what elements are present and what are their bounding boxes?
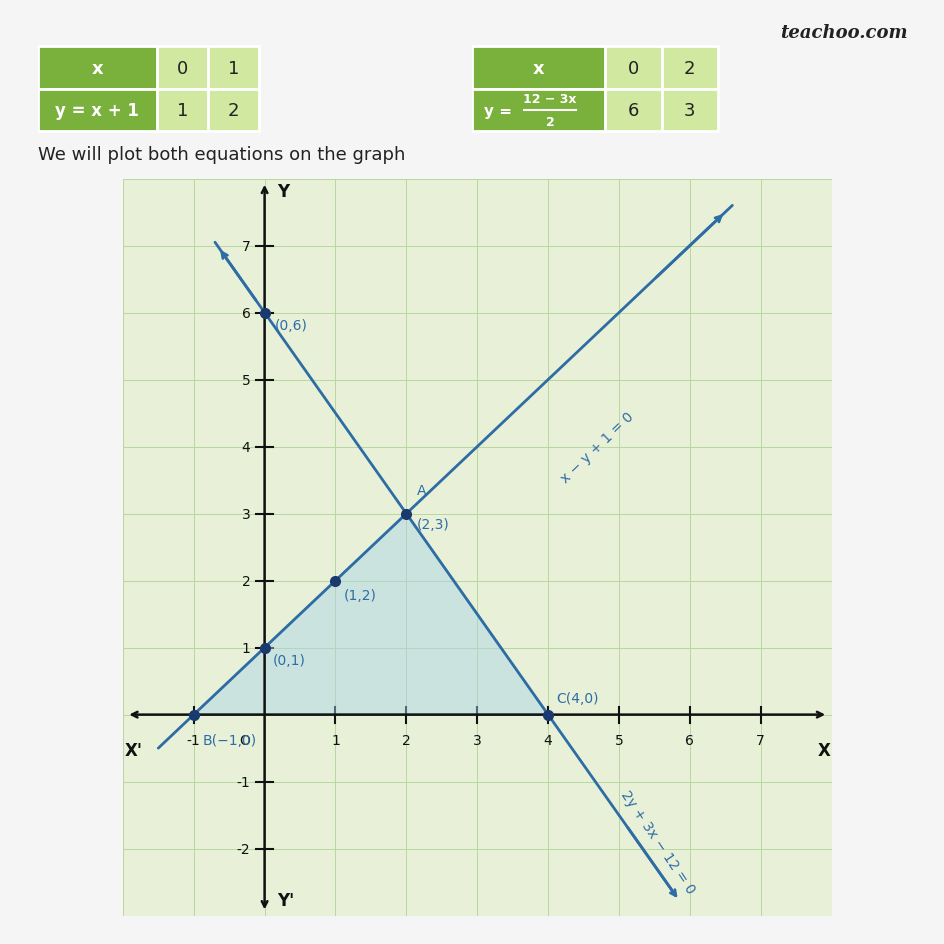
Text: x: x bbox=[92, 59, 103, 77]
Text: 6: 6 bbox=[627, 102, 638, 120]
Text: x: x bbox=[532, 59, 544, 77]
Text: 7: 7 bbox=[242, 240, 250, 253]
Text: 1: 1 bbox=[177, 102, 188, 120]
Text: 5: 5 bbox=[242, 373, 250, 387]
Text: 3: 3 bbox=[242, 507, 250, 521]
Bar bbox=[604, 47, 661, 90]
Bar bbox=[661, 47, 717, 90]
Bar bbox=[472, 90, 604, 132]
Text: 4: 4 bbox=[543, 733, 552, 748]
Text: 1: 1 bbox=[242, 641, 250, 655]
Polygon shape bbox=[194, 514, 548, 715]
Text: 2: 2 bbox=[242, 574, 250, 588]
Text: 2: 2 bbox=[401, 733, 411, 748]
Text: teachoo.com: teachoo.com bbox=[779, 24, 906, 42]
Text: y =: y = bbox=[483, 104, 512, 118]
Bar bbox=[157, 90, 208, 132]
Text: (0,1): (0,1) bbox=[273, 653, 306, 667]
Text: 1: 1 bbox=[228, 59, 239, 77]
Bar bbox=[661, 90, 717, 132]
Text: 0: 0 bbox=[627, 59, 638, 77]
Text: Y': Y' bbox=[278, 891, 295, 909]
Text: 5: 5 bbox=[614, 733, 623, 748]
Text: (2,3): (2,3) bbox=[416, 517, 449, 531]
Text: 2: 2 bbox=[545, 115, 554, 128]
Text: 7: 7 bbox=[755, 733, 765, 748]
Bar bbox=[472, 47, 604, 90]
Text: -1: -1 bbox=[236, 775, 250, 789]
Text: (0,6): (0,6) bbox=[275, 318, 308, 332]
Text: We will plot both equations on the graph: We will plot both equations on the graph bbox=[38, 146, 405, 164]
Text: 3: 3 bbox=[472, 733, 481, 748]
Text: X: X bbox=[818, 742, 830, 760]
Text: X': X' bbox=[125, 742, 143, 760]
Text: 6: 6 bbox=[242, 306, 250, 320]
Text: 2y + 3x − 12 = 0: 2y + 3x − 12 = 0 bbox=[617, 788, 697, 896]
Text: O: O bbox=[239, 733, 250, 748]
Bar bbox=[38, 90, 157, 132]
Text: 1: 1 bbox=[330, 733, 340, 748]
Text: x − y + 1 = 0: x − y + 1 = 0 bbox=[558, 409, 636, 485]
Text: 12 − 3x: 12 − 3x bbox=[523, 93, 576, 107]
Text: (1,2): (1,2) bbox=[344, 589, 377, 602]
Text: B(−1,0): B(−1,0) bbox=[202, 733, 256, 748]
Bar bbox=[157, 47, 208, 90]
Text: 0: 0 bbox=[177, 59, 188, 77]
Bar bbox=[208, 90, 259, 132]
Text: 2: 2 bbox=[228, 102, 239, 120]
Text: 4: 4 bbox=[242, 440, 250, 454]
Bar bbox=[604, 90, 661, 132]
Text: 2: 2 bbox=[683, 59, 695, 77]
Bar bbox=[208, 47, 259, 90]
Text: A: A bbox=[416, 483, 426, 497]
Text: 3: 3 bbox=[683, 102, 695, 120]
Text: -2: -2 bbox=[237, 842, 250, 855]
Text: 6: 6 bbox=[684, 733, 694, 748]
Text: -1: -1 bbox=[187, 733, 200, 748]
Text: y = x + 1: y = x + 1 bbox=[56, 102, 139, 120]
Bar bbox=[38, 47, 157, 90]
Text: Y: Y bbox=[278, 183, 289, 201]
Text: C(4,0): C(4,0) bbox=[556, 691, 598, 705]
